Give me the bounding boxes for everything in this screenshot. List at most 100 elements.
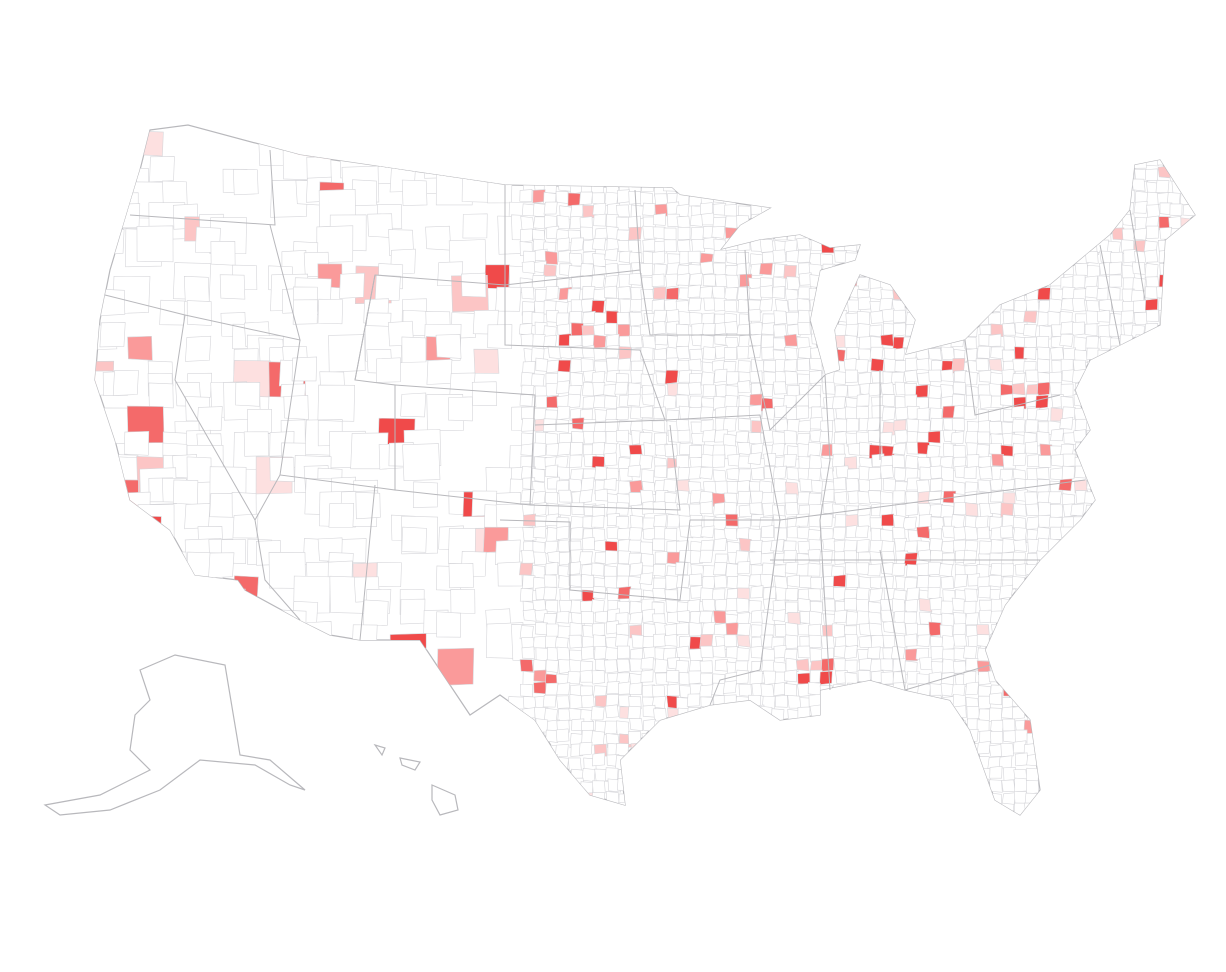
county: [1158, 659, 1172, 674]
county: [1192, 300, 1195, 313]
county: [844, 323, 859, 338]
county: [808, 226, 823, 239]
county: [976, 740, 991, 755]
county: [603, 395, 618, 409]
county: [820, 166, 834, 181]
county: [857, 789, 870, 803]
county: [965, 301, 979, 316]
county: [1144, 778, 1159, 793]
county: [759, 262, 774, 276]
county: [1192, 622, 1195, 637]
county: [183, 275, 210, 302]
county: [698, 610, 713, 624]
county: [798, 180, 812, 195]
county: [628, 215, 641, 229]
county: [773, 564, 787, 578]
county: [1123, 249, 1137, 264]
county: [831, 125, 845, 133]
county: [535, 647, 549, 662]
county: [570, 166, 584, 181]
county: [652, 588, 666, 603]
county: [654, 791, 669, 805]
county: [966, 706, 980, 721]
county: [905, 299, 920, 314]
county: [1168, 358, 1183, 372]
county: [1134, 696, 1148, 710]
county: [1084, 681, 1099, 696]
county: [963, 779, 978, 794]
county: [748, 129, 762, 143]
county: [787, 125, 801, 135]
county: [1025, 620, 1039, 633]
county: [990, 323, 1004, 338]
county: [295, 661, 320, 689]
county: [1192, 384, 1195, 400]
county: [677, 179, 691, 195]
county: [533, 442, 547, 458]
county: [784, 370, 799, 385]
county: [1049, 371, 1062, 385]
county: [1083, 204, 1097, 219]
county: [940, 346, 955, 361]
county: [1001, 671, 1016, 687]
county: [735, 792, 749, 806]
county: [1133, 778, 1147, 793]
county: [951, 418, 965, 431]
county: [1134, 681, 1148, 695]
county: [1194, 792, 1195, 807]
county: [763, 452, 778, 466]
county: [763, 125, 778, 133]
county: [533, 681, 547, 695]
county: [604, 550, 618, 565]
county: [1084, 323, 1098, 337]
county: [891, 598, 906, 613]
county: [1181, 646, 1195, 659]
county: [1121, 213, 1136, 227]
county: [976, 276, 990, 290]
county: [883, 204, 897, 219]
county: [857, 707, 870, 721]
county: [557, 178, 572, 192]
county: [1024, 441, 1038, 454]
county: [1122, 551, 1137, 566]
county: [1013, 539, 1028, 552]
county: [832, 683, 846, 698]
county: [522, 168, 537, 182]
county: [1048, 695, 1062, 709]
county: [1097, 157, 1112, 171]
county: [652, 406, 667, 420]
county: [773, 721, 787, 735]
county: [1190, 346, 1195, 360]
county: [664, 623, 679, 637]
county: [1155, 179, 1170, 193]
county: [784, 718, 799, 732]
county: [1180, 276, 1194, 291]
county: [796, 802, 811, 815]
county: [1110, 204, 1124, 218]
county: [735, 430, 749, 444]
county: [448, 562, 474, 589]
county: [1060, 358, 1074, 372]
county: [868, 178, 883, 194]
county: [605, 168, 619, 182]
county: [955, 322, 969, 336]
county: [737, 168, 751, 182]
county: [977, 177, 992, 191]
county: [846, 417, 860, 432]
county: [857, 130, 871, 144]
county: [951, 156, 965, 170]
county: [831, 623, 845, 639]
county: [1169, 337, 1182, 351]
county: [603, 133, 618, 148]
county: [1023, 273, 1038, 286]
county: [558, 791, 572, 805]
county: [1159, 141, 1173, 154]
county: [603, 452, 618, 467]
county: [1181, 516, 1195, 530]
county: [1096, 731, 1111, 746]
county: [906, 168, 920, 181]
county: [628, 272, 642, 286]
county: [162, 180, 188, 207]
county: [783, 333, 798, 347]
county: [677, 767, 691, 781]
